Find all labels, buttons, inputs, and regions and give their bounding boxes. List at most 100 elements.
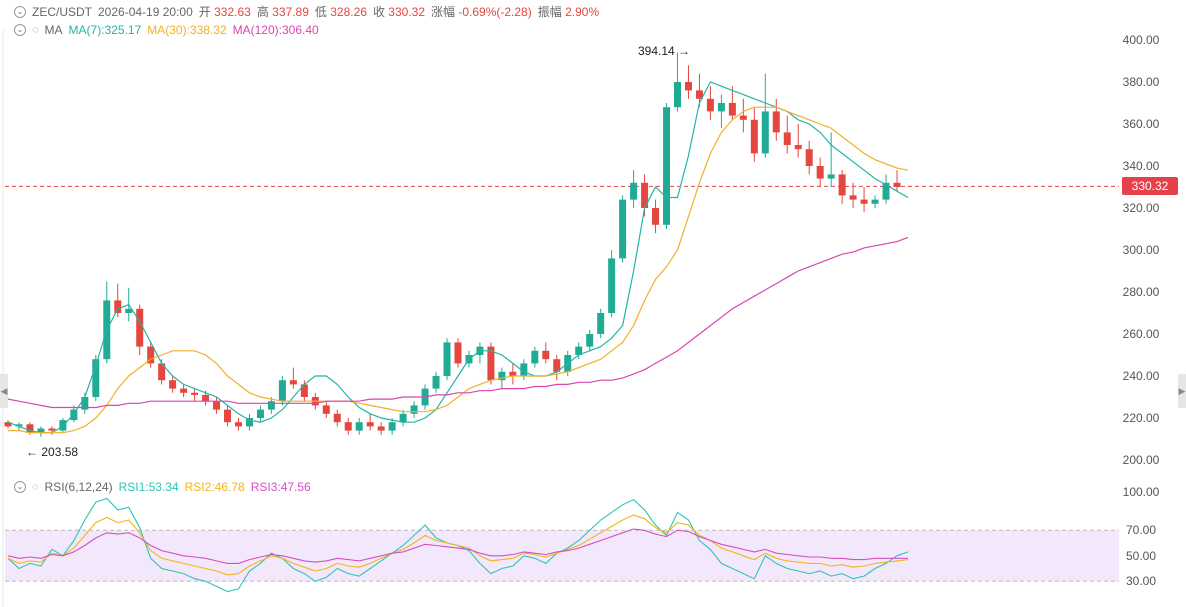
rsi-tick-label: 70.00 [1125, 523, 1157, 538]
candle-body [37, 428, 45, 433]
ma-legend-name: MA [44, 23, 63, 37]
price-tick-label: 320.00 [1122, 201, 1160, 215]
candle-body [388, 422, 396, 431]
candle-body [333, 413, 341, 423]
candle-body [805, 149, 813, 166]
rsi1-legend: RSI1:53.34 [118, 480, 179, 494]
candle-body [630, 182, 638, 200]
candle-body [213, 401, 221, 410]
close-label: 收 [372, 5, 385, 19]
candle-body [717, 103, 725, 112]
rsi3-legend: RSI3:47.56 [250, 480, 311, 494]
candle-body [125, 308, 133, 313]
candle-body [619, 199, 627, 259]
high-marker-value: 394.14 [638, 44, 675, 58]
candle-body [827, 174, 835, 179]
candle-body [70, 409, 78, 421]
candle-body [498, 371, 506, 381]
candle-body [739, 115, 747, 120]
candle-body [487, 346, 495, 381]
candle-body [180, 388, 188, 393]
ma-legend: ⌄ ◌ MA MA(7):325.17 MA(30):338.32 MA(120… [14, 22, 319, 38]
candle-body [158, 363, 166, 381]
candle-body [256, 409, 264, 418]
low-marker-value: 203.58 [41, 445, 79, 459]
candle-body [542, 350, 550, 360]
candle-body [234, 422, 242, 427]
arrow-right-icon: → [678, 44, 691, 58]
change-value: -0.69%(-2.28) [458, 5, 532, 19]
ma-visibility-icon[interactable]: ◌ [32, 24, 39, 36]
candle-body [652, 208, 660, 225]
rsi2-legend: RSI2:46.78 [184, 480, 245, 494]
candle-body [772, 111, 780, 133]
candle-body [816, 166, 824, 179]
low-marker: ← 203.58 [26, 445, 78, 459]
candle-body [882, 182, 890, 200]
open-value: 332.63 [214, 5, 251, 19]
candle-body [432, 376, 440, 389]
candle-body [191, 392, 199, 395]
candle-body [641, 182, 649, 208]
candle-body [366, 422, 374, 427]
price-tick-label: 240.00 [1122, 369, 1160, 383]
candle-body [597, 313, 605, 334]
candle-body [728, 103, 736, 116]
scroll-left-arrow-icon[interactable]: ◀ [0, 374, 8, 408]
candle-body [114, 300, 122, 313]
candle-body [377, 426, 385, 431]
rsi-collapse-chevron-icon[interactable]: ⌄ [14, 481, 26, 493]
candle-body [15, 424, 23, 427]
rsi-legend-name: RSI(6,12,24) [44, 480, 113, 494]
candle-body [586, 334, 594, 347]
candle-body [245, 418, 253, 427]
candle-body [794, 145, 802, 150]
rsi-visibility-icon[interactable]: ◌ [32, 481, 39, 493]
candle-body [410, 405, 418, 414]
candle-body [673, 82, 681, 108]
amplitude-value: 2.90% [565, 5, 600, 19]
candle-body [147, 346, 155, 364]
candle-body [443, 342, 451, 376]
ma120-legend: MA(120):306.40 [232, 23, 319, 37]
candle-body [695, 90, 703, 99]
price-tick-label: 220.00 [1122, 411, 1160, 425]
price-tick-label: 380.00 [1122, 75, 1160, 89]
candle-body [289, 380, 297, 385]
close-value: 330.32 [388, 5, 425, 19]
candle-body [202, 394, 210, 402]
candle-body [761, 111, 769, 154]
ma7-legend: MA(7):325.17 [68, 23, 142, 37]
ma30-legend: MA(30):338.32 [147, 23, 227, 37]
ma-collapse-chevron-icon[interactable]: ⌄ [14, 24, 26, 36]
ma30-line [8, 106, 909, 434]
candle-body [783, 132, 791, 145]
collapse-chevron-icon[interactable]: ⌄ [14, 6, 26, 18]
candle-body [300, 384, 308, 397]
datetime-label: 2026-04-19 20:00 [98, 5, 193, 19]
ohlc-header: ⌄ ZEC/USDT 2026-04-19 20:00 开 332.63 高 3… [14, 4, 599, 20]
candle-body [81, 397, 89, 410]
low-value: 328.26 [330, 5, 367, 19]
candle-body [871, 199, 879, 204]
candle-body [849, 195, 857, 200]
price-tick-label: 340.00 [1122, 159, 1160, 173]
candle-body [684, 82, 692, 91]
candle-body [838, 174, 846, 196]
candle-body [663, 107, 671, 225]
candle-body [48, 428, 56, 431]
candle-body [750, 119, 758, 154]
change-label: 涨幅 [431, 5, 456, 19]
high-value: 337.89 [272, 5, 309, 19]
scroll-right-arrow-icon[interactable]: ▶ [1178, 374, 1186, 408]
candle-body [860, 199, 868, 204]
candle-body [278, 380, 286, 402]
candle-body [224, 409, 232, 423]
rsi-tick-label: 100.00 [1122, 485, 1160, 499]
price-tick-label: 400.00 [1122, 33, 1160, 47]
price-tick-label: 280.00 [1122, 285, 1160, 299]
rsi-tick-label: 30.00 [1125, 574, 1157, 589]
rsi2-line [7, 514, 909, 576]
arrow-left-icon: ← [26, 445, 38, 459]
